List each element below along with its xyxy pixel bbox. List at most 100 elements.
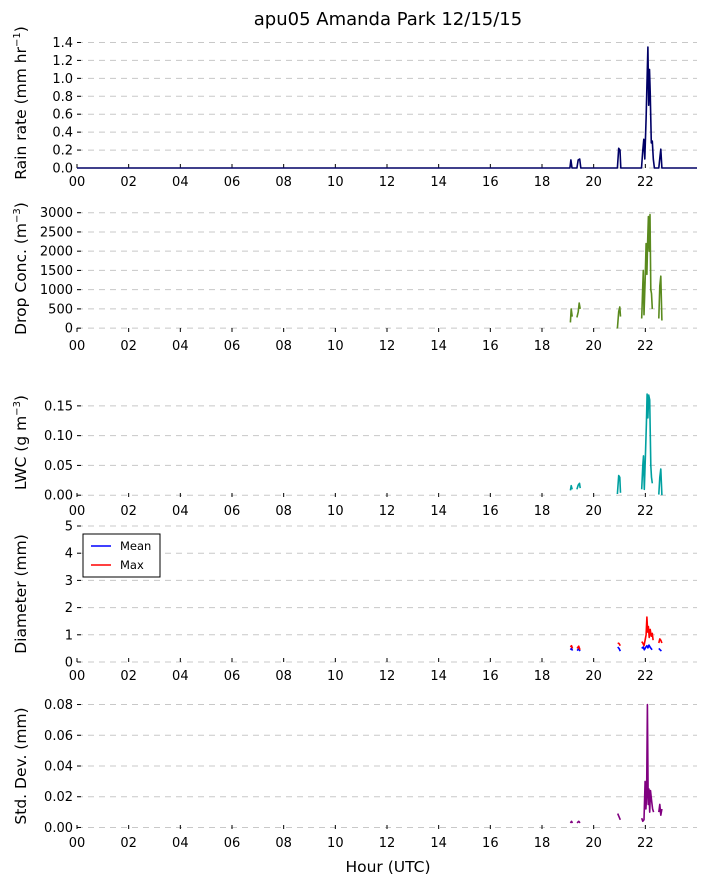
x-tick-label: 16 — [482, 175, 499, 190]
y-tick-label: 0.8 — [52, 90, 73, 105]
y-tick-label: 0.02 — [44, 790, 73, 805]
legend-label-max: Max — [120, 558, 144, 572]
series-line — [658, 803, 663, 816]
x-tick-label: 00 — [69, 504, 86, 519]
x-tick-label: 20 — [585, 504, 602, 519]
series-line-mean — [576, 648, 581, 652]
series-line — [569, 484, 573, 491]
x-tick-label: 12 — [379, 175, 396, 190]
x-tick-label: 06 — [224, 339, 241, 354]
x-tick-label: 10 — [327, 175, 344, 190]
x-tick-label: 22 — [637, 175, 654, 190]
panel-drop_conc: 0 500 1000 1500 2000 2500 3000 00 02 04 06 08 10 12 14… — [12, 202, 697, 354]
y-axis-label: Diameter (mm) — [12, 534, 30, 654]
y-axis-label: Drop Conc. (m−3) — [12, 202, 30, 335]
y-tick-label: 1000 — [40, 283, 73, 298]
series-line — [576, 302, 581, 318]
y-tick-label: 3 — [65, 574, 73, 589]
x-tick-label: 20 — [585, 175, 602, 190]
x-tick-label: 10 — [327, 339, 344, 354]
series-line — [569, 820, 574, 824]
y-tick-label: 4 — [65, 547, 73, 562]
series-line — [576, 820, 581, 824]
y-axis-label: LWC (g m−3) — [12, 395, 30, 490]
x-tick-label: 00 — [69, 669, 86, 684]
x-tick-label: 18 — [534, 339, 551, 354]
legend-label-mean: Mean — [120, 539, 151, 553]
panels: 0.00.20.40.60.81.01.21.400 02 04 06 08 10 12 14… — [12, 26, 697, 851]
x-tick-label: 22 — [637, 836, 654, 851]
y-tick-label: 1500 — [40, 264, 73, 279]
series-line-mean — [617, 646, 622, 652]
x-tick-label: 12 — [379, 504, 396, 519]
y-axis-label: Std. Dev. (mm) — [12, 707, 30, 824]
x-tick-label: 02 — [120, 339, 137, 354]
x-tick-label: 04 — [172, 669, 189, 684]
x-tick-label: 16 — [482, 504, 499, 519]
x-tick-label: 02 — [120, 504, 137, 519]
x-tick-label: 10 — [327, 836, 344, 851]
legend-box — [82, 533, 161, 578]
x-tick-label: 04 — [172, 175, 189, 190]
y-tick-label: 2000 — [40, 245, 73, 260]
x-tick-label: 18 — [534, 504, 551, 519]
panel-rain: 0.0 0.2 0.4 0.6 0.8 1.0 1.2 1.4 00 02 04 06 08 10 12 14… — [12, 26, 697, 190]
x-tick-label: 12 — [379, 669, 396, 684]
x-tick-label: 18 — [534, 175, 551, 190]
x-tick-label: 06 — [224, 669, 241, 684]
x-tick-label: 00 — [69, 339, 86, 354]
series-line — [616, 474, 622, 495]
series-line-max — [576, 645, 581, 651]
x-tick-label: 14 — [430, 836, 447, 851]
x-tick-label: 16 — [482, 339, 499, 354]
x-tick-label: 22 — [637, 669, 654, 684]
x-tick-label: 14 — [430, 339, 447, 354]
x-tick-label: 14 — [430, 669, 447, 684]
y-tick-label: 2 — [65, 601, 73, 616]
x-tick-label: 00 — [69, 175, 86, 190]
series-line-mean — [641, 644, 653, 651]
x-tick-label: 06 — [224, 175, 241, 190]
x-tick-label: 22 — [637, 339, 654, 354]
series-line — [576, 482, 581, 490]
x-tick-label: 02 — [120, 175, 137, 190]
x-tick-label: 18 — [534, 836, 551, 851]
y-tick-label: 1.2 — [52, 54, 73, 69]
y-tick-label: 0 — [65, 656, 73, 671]
x-tick-label: 20 — [585, 836, 602, 851]
figure-title: apu05 Amanda Park 12/15/15 — [254, 9, 522, 30]
x-tick-label: 22 — [637, 504, 654, 519]
y-tick-label: 0.00 — [44, 489, 73, 504]
x-tick-label: 14 — [430, 504, 447, 519]
x-tick-label: 16 — [482, 669, 499, 684]
y-tick-label: 1 — [65, 628, 73, 643]
series-line — [569, 308, 573, 323]
x-tick-label: 02 — [120, 836, 137, 851]
x-tick-label: 12 — [379, 836, 396, 851]
series-line-max — [641, 616, 654, 647]
x-tick-label: 06 — [224, 504, 241, 519]
series-line-mean — [658, 647, 662, 652]
legend: Mean Max — [82, 533, 161, 578]
series-line — [640, 703, 655, 823]
series-line — [616, 306, 622, 329]
x-tick-label: 20 — [585, 339, 602, 354]
x-tick-label: 12 — [379, 339, 396, 354]
series-line-mean — [569, 647, 574, 651]
y-tick-label: 0.06 — [44, 729, 73, 744]
y-tick-label: 500 — [48, 302, 73, 317]
x-tick-label: 08 — [275, 339, 292, 354]
series-line — [658, 468, 663, 496]
series-line-max — [617, 642, 621, 647]
y-tick-label: 3000 — [40, 206, 73, 221]
series-line — [640, 393, 654, 491]
y-tick-label: 0.00 — [44, 821, 73, 836]
x-tick-label: 18 — [534, 669, 551, 684]
x-tick-label: 14 — [430, 175, 447, 190]
series-line — [616, 813, 622, 821]
y-tick-label: 0.2 — [52, 144, 73, 159]
y-tick-label: 5 — [65, 520, 73, 535]
panel-std_dev: 0.00 0.02 0.04 0.06 0.08 00 02 04 06 08 10 12 14 16 18… — [12, 698, 697, 851]
y-tick-label: 0.4 — [52, 126, 73, 141]
series-line — [640, 213, 654, 319]
